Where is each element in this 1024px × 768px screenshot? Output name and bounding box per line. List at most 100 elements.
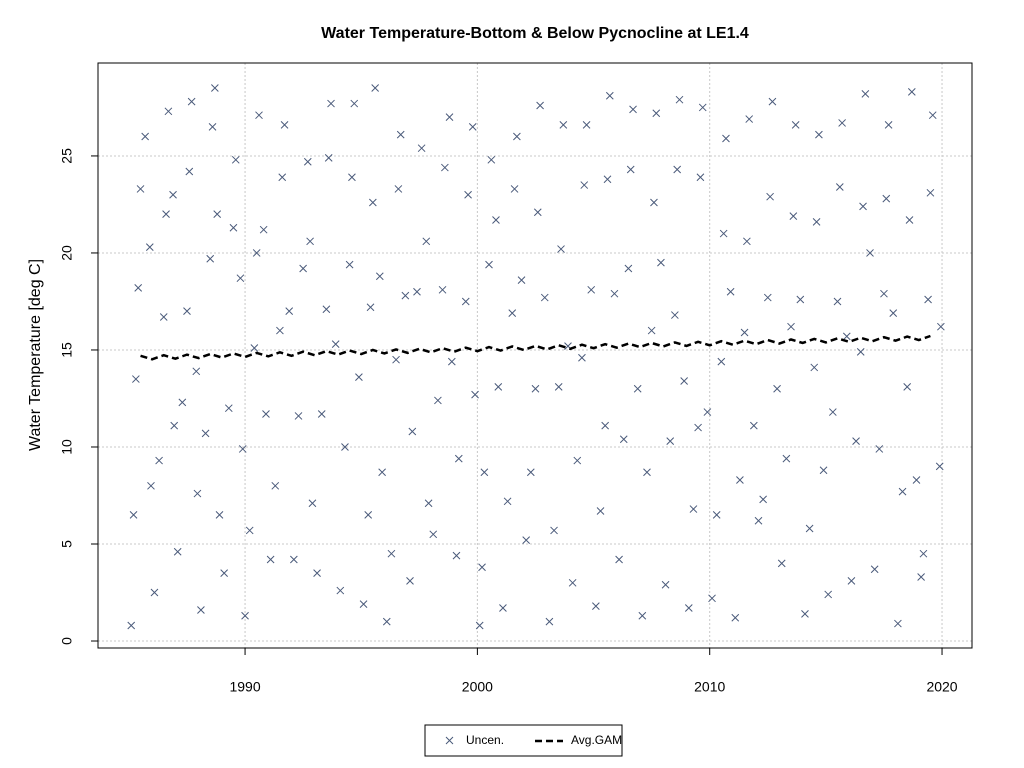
data-point — [408, 427, 417, 436]
data-point — [392, 355, 400, 364]
data-point — [276, 326, 284, 335]
data-point — [187, 97, 196, 106]
data-point — [731, 613, 740, 622]
data-point — [447, 357, 456, 366]
data-point — [213, 210, 222, 219]
data-point — [324, 154, 333, 162]
chart-title: Water Temperature-Bottom & Below Pycnocl… — [321, 25, 749, 42]
data-point — [359, 600, 368, 609]
data-point — [299, 264, 307, 273]
data-point — [266, 555, 275, 564]
data-point — [201, 429, 210, 438]
data-point — [155, 456, 163, 465]
data-point — [696, 173, 705, 182]
data-point — [861, 89, 870, 98]
data-point — [215, 511, 224, 519]
data-point — [759, 495, 767, 504]
data-point — [245, 526, 254, 535]
data-point — [743, 237, 751, 246]
data-point — [768, 97, 777, 106]
data-point — [722, 134, 730, 143]
data-point — [355, 373, 363, 381]
data-point — [882, 194, 891, 203]
data-point — [150, 588, 159, 597]
data-point — [413, 287, 421, 296]
data-point — [417, 144, 426, 153]
data-point — [206, 254, 215, 263]
data-point — [847, 577, 856, 585]
data-point — [197, 606, 205, 614]
legend-box — [424, 724, 623, 757]
data-point — [870, 565, 879, 574]
data-point — [601, 421, 610, 430]
data-point — [422, 237, 431, 246]
plot-frame — [97, 62, 973, 649]
data-point — [350, 99, 359, 108]
data-point — [387, 549, 396, 558]
data-point — [147, 481, 155, 490]
data-point — [229, 223, 238, 232]
data-point — [884, 121, 893, 129]
data-point — [903, 382, 912, 391]
data-point — [928, 111, 937, 120]
data-point — [777, 559, 786, 568]
data-point — [661, 580, 670, 589]
data-point — [789, 212, 798, 220]
data-point — [880, 289, 888, 298]
legend: Uncen. Avg.GAM — [424, 724, 623, 757]
data-point — [810, 363, 819, 372]
data-point — [136, 185, 145, 193]
data-point — [441, 163, 449, 172]
data-point — [475, 621, 484, 630]
data-point — [424, 499, 433, 508]
data-point — [675, 95, 684, 104]
data-point — [278, 173, 287, 182]
data-point — [401, 291, 410, 300]
data-point — [684, 604, 693, 612]
data-point — [250, 344, 259, 352]
data-point — [749, 421, 758, 430]
legend-symbol — [445, 736, 454, 745]
data-point — [610, 289, 619, 298]
data-point — [517, 276, 526, 284]
data-point — [178, 398, 187, 407]
data-point — [132, 375, 140, 383]
data-point — [262, 410, 270, 418]
data-point — [673, 165, 682, 174]
data-point — [478, 563, 486, 572]
data-point — [285, 307, 294, 316]
data-point — [375, 272, 384, 281]
data-point — [815, 130, 823, 139]
y-tick-label: 10 — [59, 439, 75, 455]
data-point — [192, 367, 201, 376]
data-point — [647, 326, 656, 335]
data-point — [487, 155, 496, 164]
data-point — [471, 390, 479, 399]
data-point — [596, 507, 605, 515]
data-point — [603, 175, 612, 184]
data-point — [129, 511, 138, 519]
data-point — [624, 264, 633, 273]
data-point — [740, 328, 749, 337]
data-point — [766, 192, 774, 201]
data-point — [852, 437, 860, 446]
data-point — [238, 445, 247, 453]
data-point — [255, 111, 263, 120]
data-point — [510, 185, 519, 193]
data-point — [905, 216, 914, 224]
data-point — [513, 132, 521, 141]
data-point — [717, 357, 726, 366]
data-point — [464, 190, 472, 199]
data-point — [259, 225, 268, 234]
data-point — [856, 348, 865, 356]
data-point — [568, 578, 577, 587]
data-point — [924, 295, 932, 304]
data-point — [468, 122, 477, 131]
data-point — [819, 466, 828, 475]
data-point — [643, 468, 651, 477]
data-point — [698, 103, 707, 112]
data-point — [937, 322, 945, 331]
data-point — [231, 155, 240, 164]
